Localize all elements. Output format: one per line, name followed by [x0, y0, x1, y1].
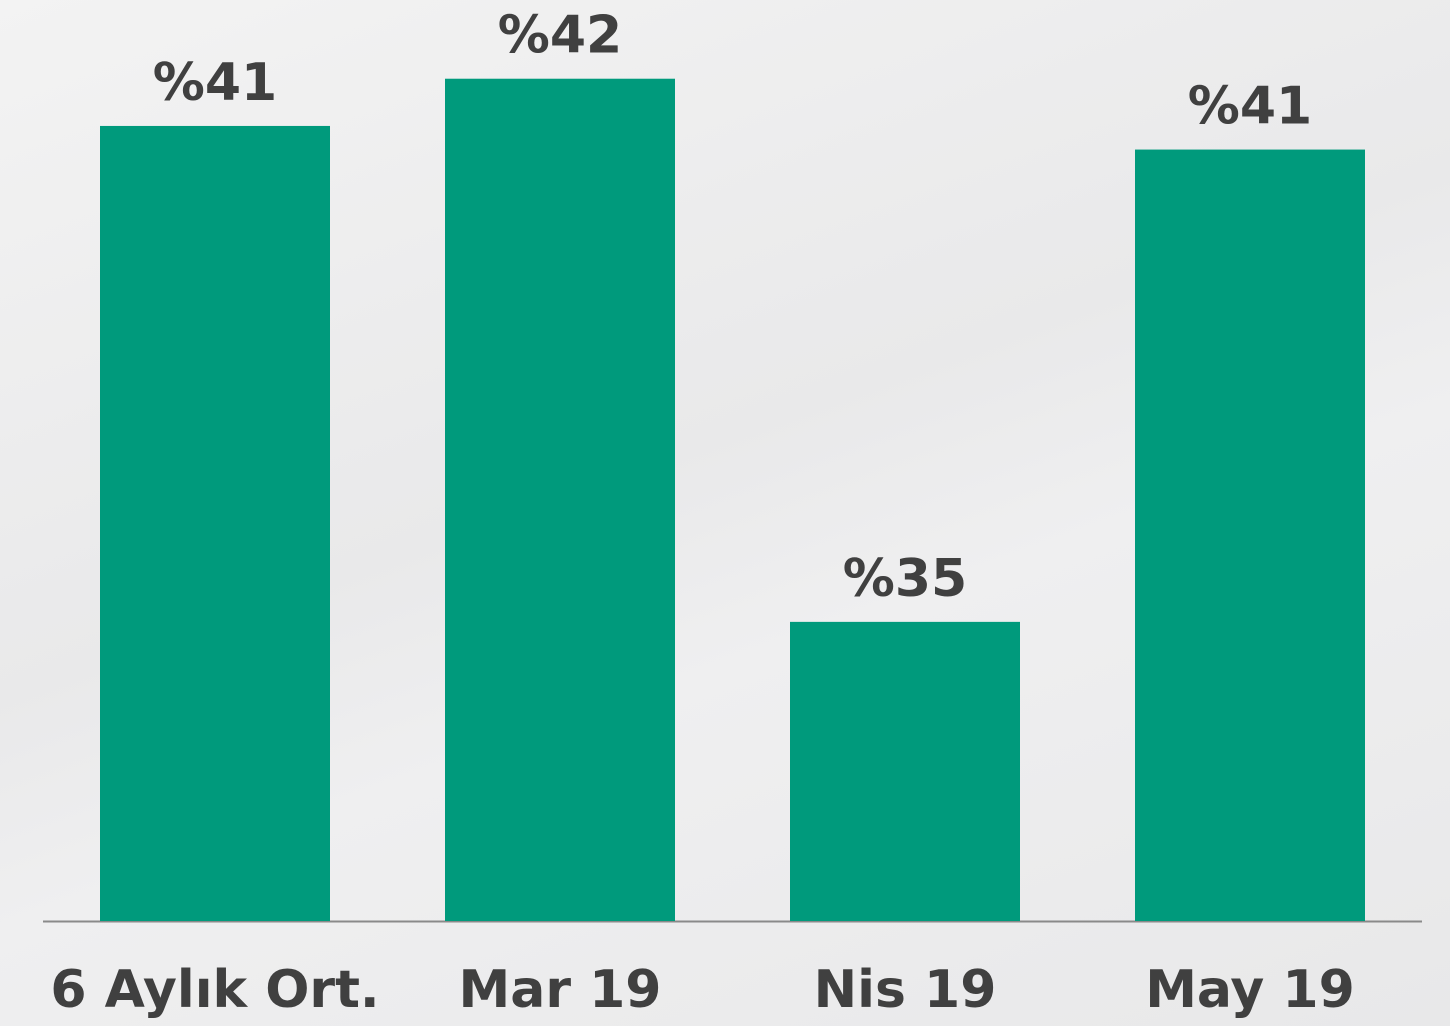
- value-label: %42: [498, 6, 622, 66]
- x-tick-label: May 19: [1145, 960, 1355, 1020]
- x-tick-label: 6 Aylık Ort.: [50, 960, 379, 1020]
- bar: [790, 621, 1020, 921]
- value-label: %41: [153, 53, 277, 113]
- bar: [1135, 149, 1365, 922]
- x-tick-label: Mar 19: [459, 960, 662, 1020]
- bar: [445, 78, 675, 921]
- bar: [100, 125, 330, 921]
- x-tick-label: Nis 19: [814, 960, 997, 1020]
- value-label: %41: [1188, 77, 1312, 137]
- value-label: %35: [843, 549, 967, 609]
